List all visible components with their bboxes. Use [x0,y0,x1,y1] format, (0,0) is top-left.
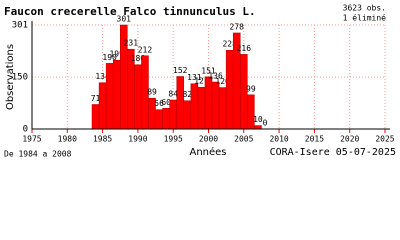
x-tick-label: 2020 [340,135,359,144]
bar [98,82,107,130]
value-label: 84 [168,89,178,98]
bar [211,81,220,130]
footer: De 1984 a 2008 [4,150,72,159]
x-tick-label: 2015 [305,135,324,144]
x-tick-label: 2005 [234,135,253,144]
bar [105,63,114,130]
bar [254,125,262,130]
x-tick-label: 1980 [58,135,77,144]
value-label: 136 [208,72,223,81]
value-label: 56 [154,99,164,108]
y-tick-label: 150 [12,73,28,83]
x-tick-label: 2010 [269,135,288,144]
bar [162,108,170,130]
value-label: 121 [194,77,209,86]
value-label: 212 [138,45,153,54]
value-label: 10 [253,115,263,124]
x-tick-label: 1985 [93,135,112,144]
value-label: 71 [91,94,101,103]
bar [155,109,163,130]
y-axis-label: Observations [5,44,16,110]
x-tick-label: 1990 [128,135,147,144]
value-label: 186 [131,54,146,63]
value-label: 99 [246,84,256,93]
annotation: 3623 obs. [343,4,386,13]
bar [225,49,234,130]
x-tick-label: 2025 [375,135,394,144]
chart-title: Faucon crecerelle Falco tinnunculus L. [4,5,256,18]
annotation: 1 éliminé [343,13,387,23]
x-tick-label: 1995 [164,135,183,144]
value-label: 228 [222,40,237,49]
x-axis-label: Années [189,146,226,158]
value-label: 199 [109,50,124,59]
value-label: 231 [124,39,139,48]
value-label: 0 [263,119,268,128]
bar [112,59,121,130]
bar [169,99,177,130]
bar [183,100,192,130]
bar [197,86,206,130]
value-label: 278 [230,22,245,31]
value-label: 152 [173,66,188,75]
bar [91,104,100,130]
value-label: 120 [215,77,230,86]
value-label: 60 [161,98,171,107]
value-label: 134 [95,72,110,81]
y-tick-label: 0 [23,125,28,135]
bar [176,76,185,130]
value-label: 82 [182,90,192,99]
chart: Faucon crecerelle Falco tinnunculus L. 3… [0,0,400,160]
bar [204,76,213,130]
value-label: 190 [102,53,117,62]
bar [190,83,199,130]
x-tick-label: 2000 [199,135,218,144]
value-label: 216 [237,44,252,53]
bar [218,87,227,130]
value-label: 301 [117,15,132,24]
x-tick-label: 1975 [22,135,41,144]
footer: CORA-Isere 05-07-2025 [270,147,396,158]
background [0,0,400,160]
bar [134,64,142,130]
y-tick-label: 301 [12,21,28,31]
value-label: 131 [187,73,202,82]
value-label: 151 [201,66,216,75]
value-label: 89 [147,88,157,97]
